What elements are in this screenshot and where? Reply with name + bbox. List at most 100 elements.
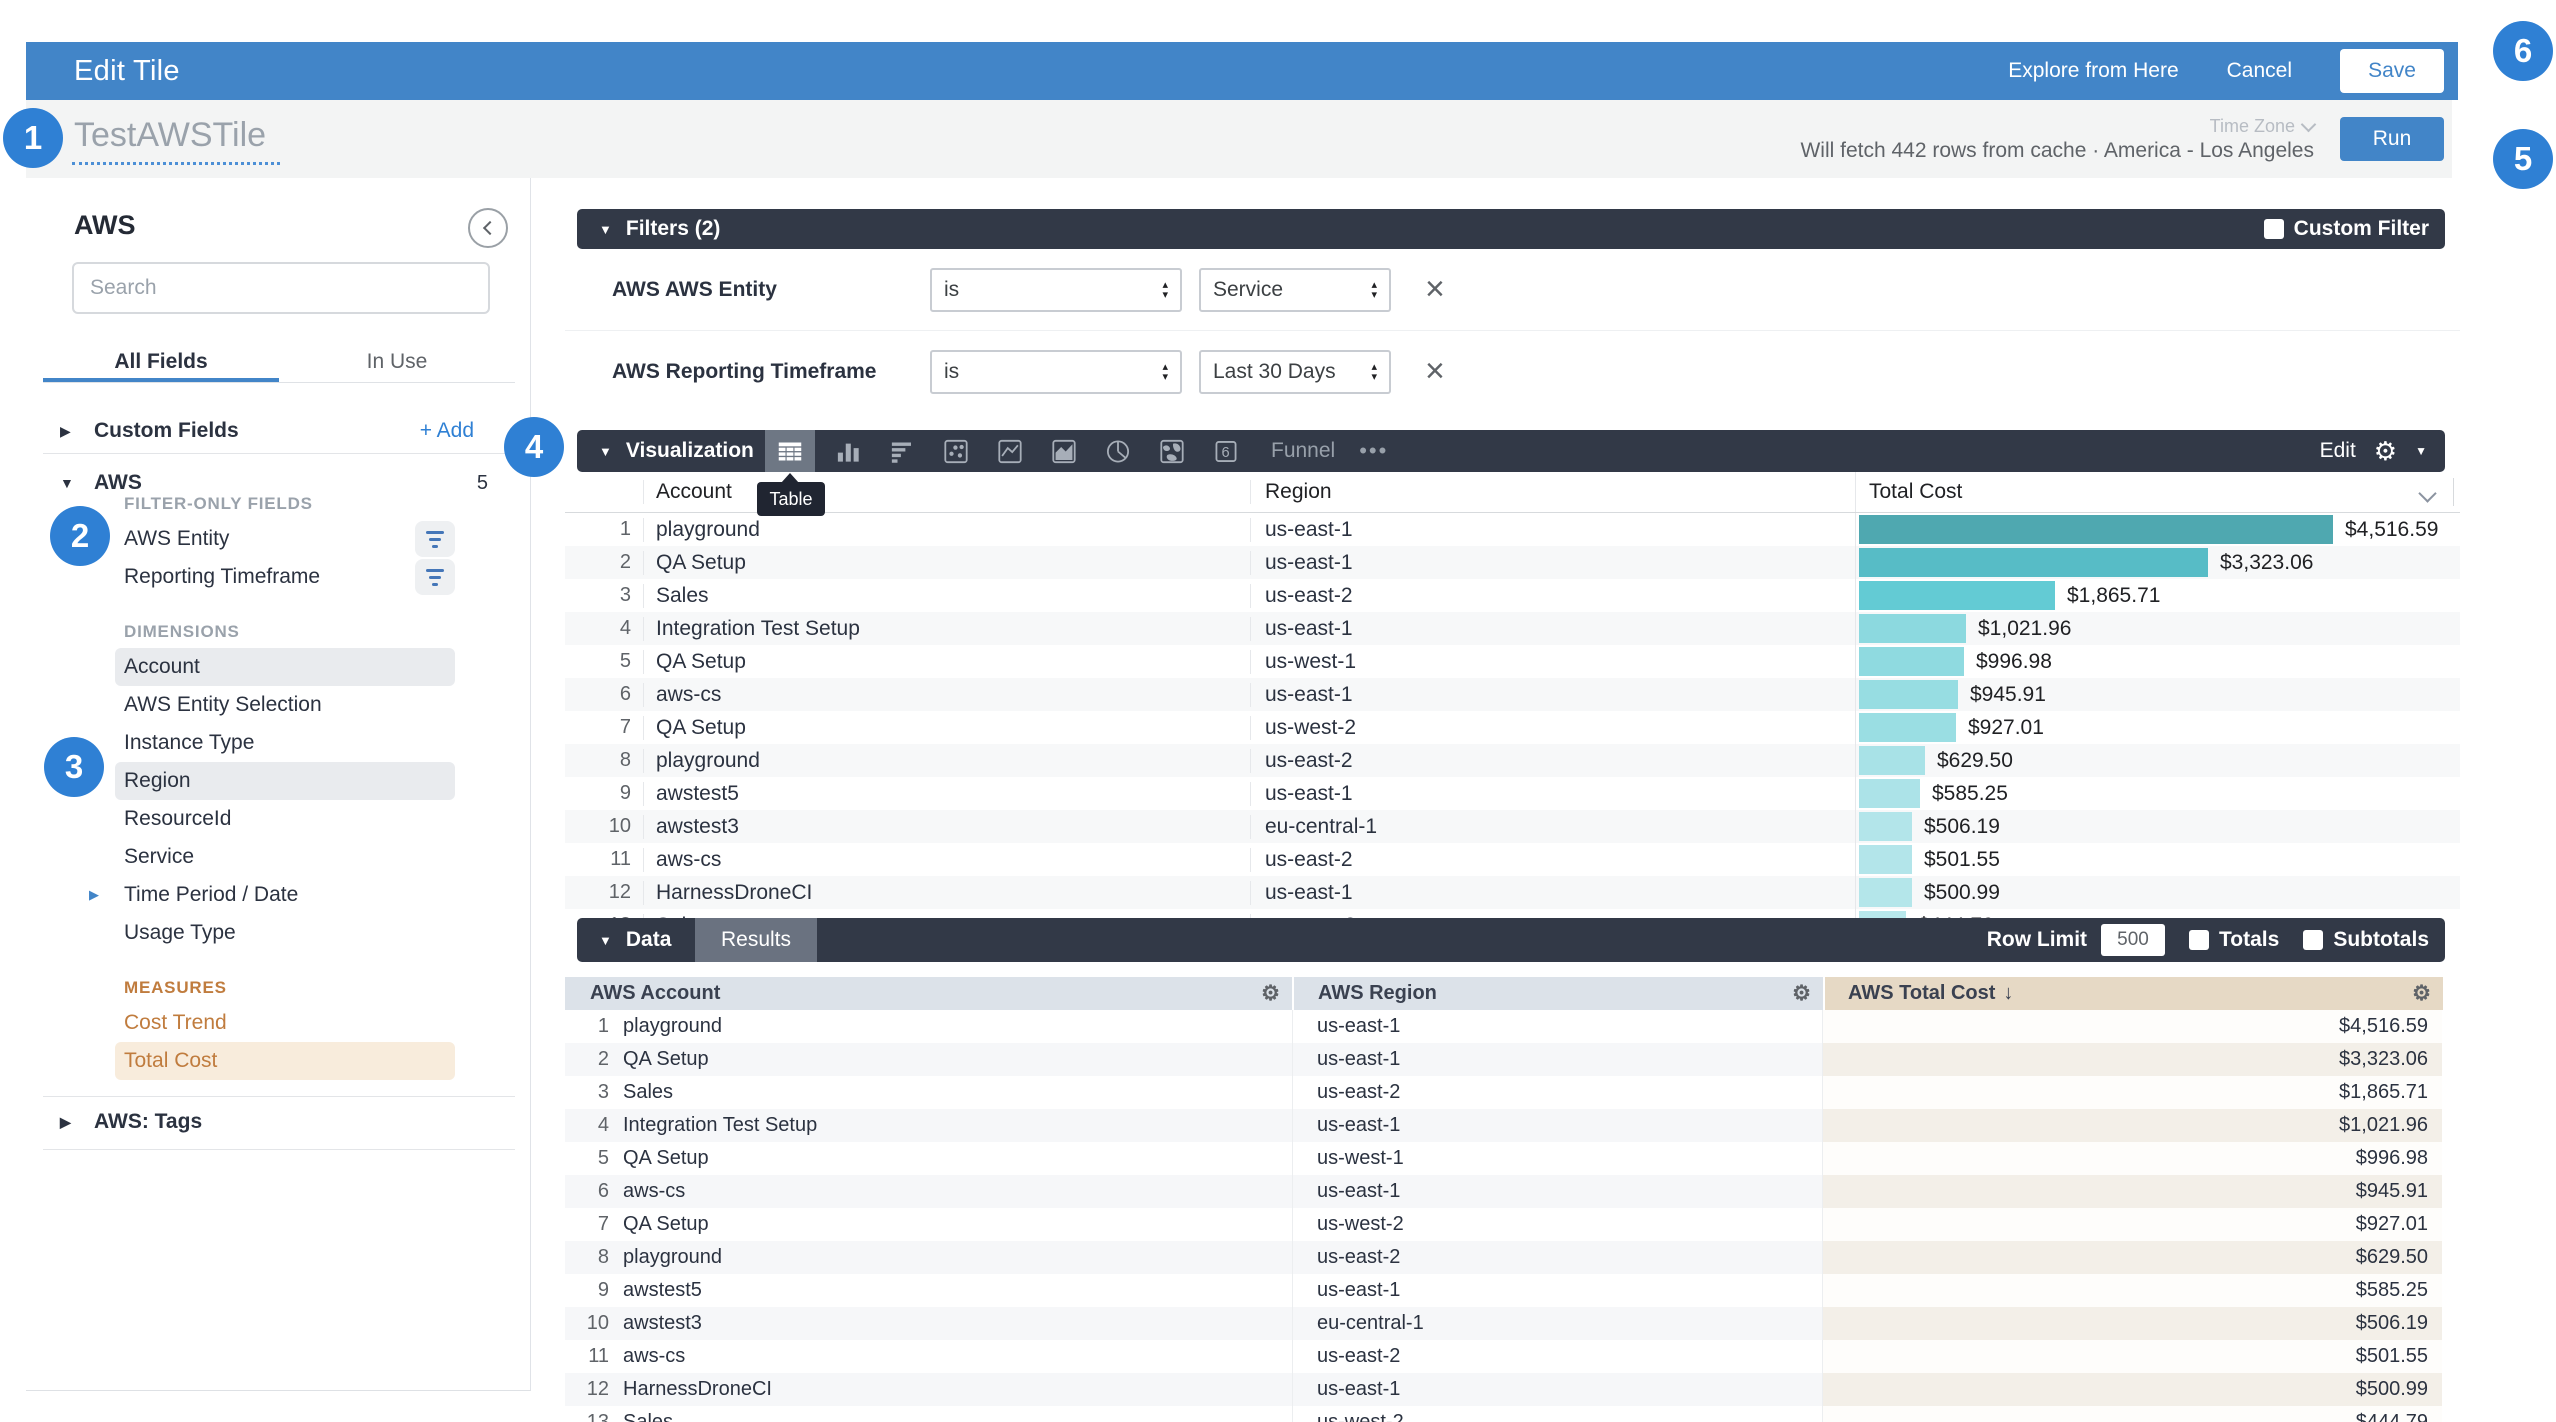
- top-bar: Edit Tile Explore from Here Cancel Save: [26, 42, 2458, 100]
- viz-type-line-chart-icon[interactable]: [993, 435, 1027, 467]
- sidebar-field-aws-entity[interactable]: AWS Entity: [115, 520, 455, 558]
- filter-icon[interactable]: [415, 559, 455, 595]
- annotation-badge-2: 2: [50, 506, 110, 566]
- run-button[interactable]: Run: [2340, 117, 2444, 161]
- viz-type-column-chart-icon[interactable]: [831, 435, 865, 467]
- custom-fields-row[interactable]: ▶ Custom Fields + Add: [60, 419, 474, 442]
- filter-rows: AWS AWS Entity is ▴ ▾ Service ▴ ▾ × AWS Reportin…: [565, 249, 2460, 412]
- sidebar-field-reporting-timeframe[interactable]: Reporting Timeframe: [115, 558, 455, 596]
- more-viz-types-icon[interactable]: •••: [1359, 438, 1389, 463]
- data-table-body: 1 playground us-east-1 $4,516.59 2 QA Setup us…: [565, 1010, 2460, 1422]
- totals-toggle[interactable]: Totals: [2189, 928, 2279, 952]
- sidebar-field-list: FILTER-ONLY FIELDS AWS Entity Reporting Ti…: [26, 488, 530, 1150]
- field-group-heading-measures: MEASURES: [124, 978, 227, 997]
- timezone-dropdown[interactable]: Time Zone: [2210, 116, 2317, 137]
- sidebar-field-aws-entity-selection[interactable]: AWS Entity Selection: [124, 693, 322, 716]
- remove-filter-icon[interactable]: ×: [1425, 352, 1445, 390]
- viz-type-single-value-icon[interactable]: 6: [1209, 435, 1243, 467]
- data-title: Data: [625, 928, 672, 951]
- expand-right-icon[interactable]: ▶: [60, 422, 71, 439]
- annotation-badge-6: 6: [2493, 21, 2553, 81]
- field-tabs: All Fields In Use: [43, 341, 515, 383]
- add-custom-field-button[interactable]: + Add: [419, 419, 474, 442]
- viz-type-bar-chart-icon[interactable]: [885, 435, 919, 467]
- sidebar-field-cost-trend[interactable]: Cost Trend: [124, 1011, 227, 1034]
- total-cost-bar: [1859, 911, 1906, 918]
- data-col-aws-region[interactable]: AWS Region ⚙: [1294, 977, 1823, 1010]
- filter-icon[interactable]: [415, 521, 455, 557]
- save-button[interactable]: Save: [2340, 49, 2444, 93]
- field-group-heading-filter-only-fields: FILTER-ONLY FIELDS: [124, 494, 313, 513]
- data-table-header: AWS Account ⚙ AWS Region ⚙ AWS Total Cos…: [565, 977, 2443, 1010]
- data-table-row: 6 aws-cs us-east-1 $945.91: [565, 1175, 2460, 1208]
- expand-down-icon[interactable]: ▼: [60, 475, 74, 491]
- tile-name-input[interactable]: TestAWSTile: [72, 114, 281, 165]
- sidebar-field-account[interactable]: Account: [115, 648, 455, 686]
- data-table-row: 8 playground us-east-2 $629.50: [565, 1241, 2460, 1274]
- viz-type-area-chart-icon[interactable]: [1047, 435, 1081, 467]
- aws-group-row[interactable]: ▼ AWS 5: [60, 471, 488, 494]
- collapse-caret-icon[interactable]: ▼: [599, 221, 612, 237]
- sidebar-field-region[interactable]: Region: [115, 762, 455, 800]
- sidebar-field-instance-type[interactable]: Instance Type: [124, 731, 255, 754]
- total-cost-bar: [1859, 812, 1912, 841]
- sidebar-field-time-period-date[interactable]: ▶ Time Period / Date: [89, 883, 299, 906]
- subtotals-toggle[interactable]: Subtotals: [2303, 928, 2429, 952]
- viz-type-pie-chart-icon[interactable]: [1101, 435, 1135, 467]
- expand-right-icon[interactable]: ▶: [60, 1113, 71, 1130]
- sort-descending-icon[interactable]: ↓: [2003, 982, 2014, 1004]
- sidebar-group-aws-tags[interactable]: ▶ AWS: Tags: [60, 1110, 203, 1133]
- tab-all-fields[interactable]: All Fields: [43, 341, 279, 382]
- collapse-sidebar-button[interactable]: [468, 208, 508, 248]
- sidebar-field-usage-type[interactable]: Usage Type: [124, 921, 236, 944]
- subtotals-checkbox[interactable]: [2303, 930, 2324, 950]
- row-limit-input[interactable]: [2101, 924, 2166, 956]
- viz-type-scatter-plot-icon[interactable]: [939, 435, 973, 467]
- expand-right-icon[interactable]: ▶: [89, 887, 99, 902]
- filter-operator-select[interactable]: is ▴ ▾: [930, 267, 1182, 312]
- filter-value-select[interactable]: Last 30 Days ▴ ▾: [1199, 349, 1391, 394]
- filter-value-select[interactable]: Service ▴ ▾: [1199, 267, 1391, 312]
- gear-icon[interactable]: ⚙: [2373, 436, 2398, 466]
- explore-from-here-button[interactable]: Explore from Here: [2008, 59, 2179, 82]
- tab-in-use[interactable]: In Use: [366, 350, 428, 373]
- gear-icon[interactable]: ⚙: [2412, 982, 2431, 1005]
- viz-table-row: 1 playground us-east-1 $4,516.59: [565, 513, 2460, 546]
- chevron-down-icon: [2300, 116, 2317, 132]
- remove-filter-icon[interactable]: ×: [1425, 270, 1445, 308]
- custom-filter-toggle[interactable]: Custom Filter: [2263, 217, 2429, 241]
- data-col-aws-account[interactable]: AWS Account ⚙: [565, 977, 1292, 1010]
- gear-icon[interactable]: ⚙: [1792, 982, 1811, 1005]
- totals-checkbox[interactable]: [2189, 930, 2210, 950]
- filter-operator-select[interactable]: is ▴ ▾: [930, 349, 1182, 394]
- annotation-badge-5: 5: [2493, 129, 2553, 189]
- data-table-row: 7 QA Setup us-west-2 $927.01: [565, 1208, 2460, 1241]
- sidebar-field-total-cost[interactable]: Total Cost: [115, 1042, 455, 1080]
- viz-type-table-icon[interactable]: [773, 435, 807, 467]
- custom-filter-checkbox[interactable]: [2263, 219, 2284, 239]
- field-picker-sidebar: AWS All Fields In Use ▶ Custom Fields + …: [26, 178, 531, 1391]
- viz-col-account[interactable]: Account: [643, 480, 1250, 504]
- gear-icon[interactable]: ⚙: [1261, 982, 1280, 1005]
- sidebar-field-resourceid[interactable]: ResourceId: [124, 807, 232, 830]
- collapse-caret-icon[interactable]: ▼: [599, 932, 612, 948]
- tab-results[interactable]: Results: [695, 918, 817, 962]
- search-input[interactable]: [72, 262, 490, 314]
- viz-table-row: 12 HarnessDroneCI us-east-1 $500.99: [565, 876, 2460, 909]
- viz-edit-button[interactable]: Edit: [2319, 439, 2356, 462]
- total-cost-bar: [1859, 548, 2208, 577]
- chevron-down-icon[interactable]: ▼: [2415, 444, 2427, 458]
- viz-col-total-cost[interactable]: Total Cost: [1855, 472, 2460, 512]
- tooltip-arrow: [781, 473, 799, 483]
- collapse-caret-icon[interactable]: ▼: [599, 443, 612, 459]
- viz-table-row: 2 QA Setup us-east-1 $3,323.06: [565, 546, 2460, 579]
- sidebar-field-service[interactable]: Service: [124, 845, 195, 868]
- viz-type-funnel-label[interactable]: Funnel: [1271, 439, 1336, 462]
- viz-col-region[interactable]: Region: [1250, 480, 1855, 504]
- viz-table-row: 3 Sales us-east-2 $1,865.71: [565, 579, 2460, 612]
- filter-field-label: AWS AWS Entity: [612, 277, 777, 301]
- cancel-button[interactable]: Cancel: [2226, 59, 2292, 82]
- viz-type-map-icon[interactable]: [1155, 435, 1189, 467]
- data-col-aws-total-cost[interactable]: AWS Total Cost ↓ ⚙: [1825, 977, 2443, 1010]
